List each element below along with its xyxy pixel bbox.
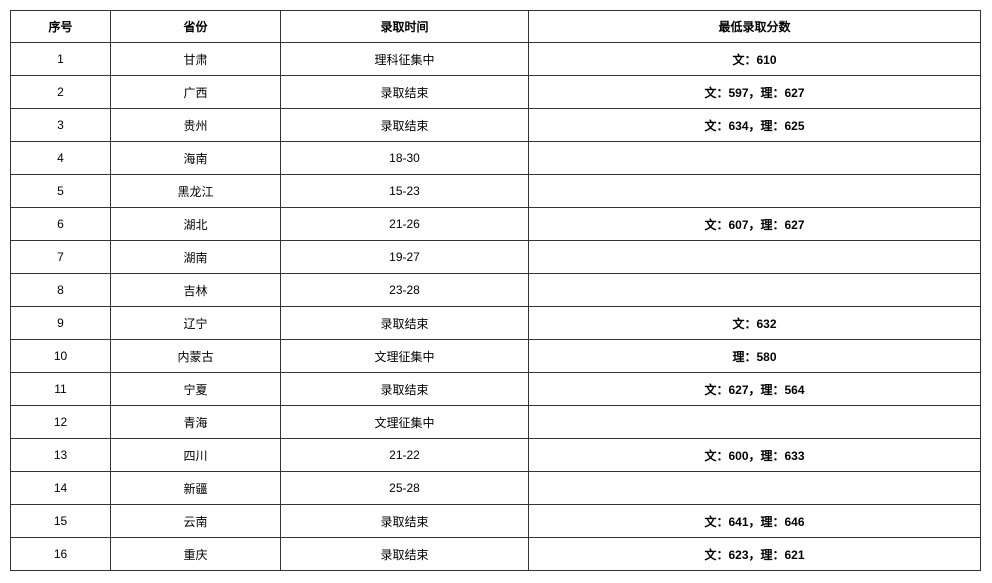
cell-index: 13 [11, 439, 111, 472]
cell-score: 文：632 [529, 307, 981, 340]
table-header-row: 序号 省份 录取时间 最低录取分数 [11, 11, 981, 43]
cell-score: 文：607，理：627 [529, 208, 981, 241]
cell-index: 14 [11, 472, 111, 505]
table-row: 9 辽宁 录取结束 文：632 [11, 307, 981, 340]
table-row: 6 湖北 21-26 文：607，理：627 [11, 208, 981, 241]
table-row: 4 海南 18-30 [11, 142, 981, 175]
cell-province: 青海 [111, 406, 281, 439]
cell-score: 文：623，理：621 [529, 538, 981, 571]
cell-score: 文：597，理：627 [529, 76, 981, 109]
cell-time: 录取结束 [281, 538, 529, 571]
cell-index: 9 [11, 307, 111, 340]
cell-index: 4 [11, 142, 111, 175]
table-row: 5 黑龙江 15-23 [11, 175, 981, 208]
cell-province: 黑龙江 [111, 175, 281, 208]
cell-score [529, 406, 981, 439]
cell-province: 广西 [111, 76, 281, 109]
table-row: 7 湖南 19-27 [11, 241, 981, 274]
cell-index: 3 [11, 109, 111, 142]
cell-province: 四川 [111, 439, 281, 472]
table-row: 15 云南 录取结束 文：641，理：646 [11, 505, 981, 538]
cell-time: 23-28 [281, 274, 529, 307]
cell-index: 2 [11, 76, 111, 109]
table-row: 8 吉林 23-28 [11, 274, 981, 307]
table-row: 2 广西 录取结束 文：597，理：627 [11, 76, 981, 109]
col-header-time: 录取时间 [281, 11, 529, 43]
cell-index: 1 [11, 43, 111, 76]
cell-time: 21-22 [281, 439, 529, 472]
cell-score [529, 472, 981, 505]
cell-index: 16 [11, 538, 111, 571]
cell-time: 录取结束 [281, 373, 529, 406]
cell-score: 文：627，理：564 [529, 373, 981, 406]
cell-time: 录取结束 [281, 109, 529, 142]
cell-time: 理科征集中 [281, 43, 529, 76]
col-header-score: 最低录取分数 [529, 11, 981, 43]
cell-index: 10 [11, 340, 111, 373]
table-row: 13 四川 21-22 文：600，理：633 [11, 439, 981, 472]
table-row: 16 重庆 录取结束 文：623，理：621 [11, 538, 981, 571]
cell-time: 21-26 [281, 208, 529, 241]
cell-province: 湖北 [111, 208, 281, 241]
cell-index: 7 [11, 241, 111, 274]
table-header: 序号 省份 录取时间 最低录取分数 [11, 11, 981, 43]
cell-index: 12 [11, 406, 111, 439]
cell-index: 15 [11, 505, 111, 538]
cell-province: 贵州 [111, 109, 281, 142]
table-body: 1 甘肃 理科征集中 文：610 2 广西 录取结束 文：597，理：627 3… [11, 43, 981, 571]
cell-time: 19-27 [281, 241, 529, 274]
cell-province: 辽宁 [111, 307, 281, 340]
cell-province: 湖南 [111, 241, 281, 274]
cell-index: 6 [11, 208, 111, 241]
cell-time: 25-28 [281, 472, 529, 505]
cell-province: 新疆 [111, 472, 281, 505]
table-row: 14 新疆 25-28 [11, 472, 981, 505]
cell-province: 甘肃 [111, 43, 281, 76]
cell-time: 录取结束 [281, 76, 529, 109]
table-row: 11 宁夏 录取结束 文：627，理：564 [11, 373, 981, 406]
cell-index: 11 [11, 373, 111, 406]
cell-province: 吉林 [111, 274, 281, 307]
cell-time: 录取结束 [281, 307, 529, 340]
cell-score: 文：610 [529, 43, 981, 76]
col-header-province: 省份 [111, 11, 281, 43]
table-row: 1 甘肃 理科征集中 文：610 [11, 43, 981, 76]
cell-province: 重庆 [111, 538, 281, 571]
cell-time: 15-23 [281, 175, 529, 208]
cell-score: 文：600，理：633 [529, 439, 981, 472]
cell-score: 文：634，理：625 [529, 109, 981, 142]
table-row: 10 内蒙古 文理征集中 理：580 [11, 340, 981, 373]
col-header-index: 序号 [11, 11, 111, 43]
cell-score [529, 241, 981, 274]
admission-table: 序号 省份 录取时间 最低录取分数 1 甘肃 理科征集中 文：610 2 广西 … [10, 10, 981, 571]
cell-time: 文理征集中 [281, 340, 529, 373]
cell-score [529, 175, 981, 208]
cell-time: 18-30 [281, 142, 529, 175]
cell-score: 文：641，理：646 [529, 505, 981, 538]
cell-province: 宁夏 [111, 373, 281, 406]
cell-score [529, 142, 981, 175]
cell-index: 5 [11, 175, 111, 208]
cell-province: 云南 [111, 505, 281, 538]
cell-index: 8 [11, 274, 111, 307]
cell-time: 文理征集中 [281, 406, 529, 439]
cell-province: 海南 [111, 142, 281, 175]
cell-province: 内蒙古 [111, 340, 281, 373]
cell-score [529, 274, 981, 307]
table-row: 3 贵州 录取结束 文：634，理：625 [11, 109, 981, 142]
cell-score: 理：580 [529, 340, 981, 373]
cell-time: 录取结束 [281, 505, 529, 538]
table-row: 12 青海 文理征集中 [11, 406, 981, 439]
